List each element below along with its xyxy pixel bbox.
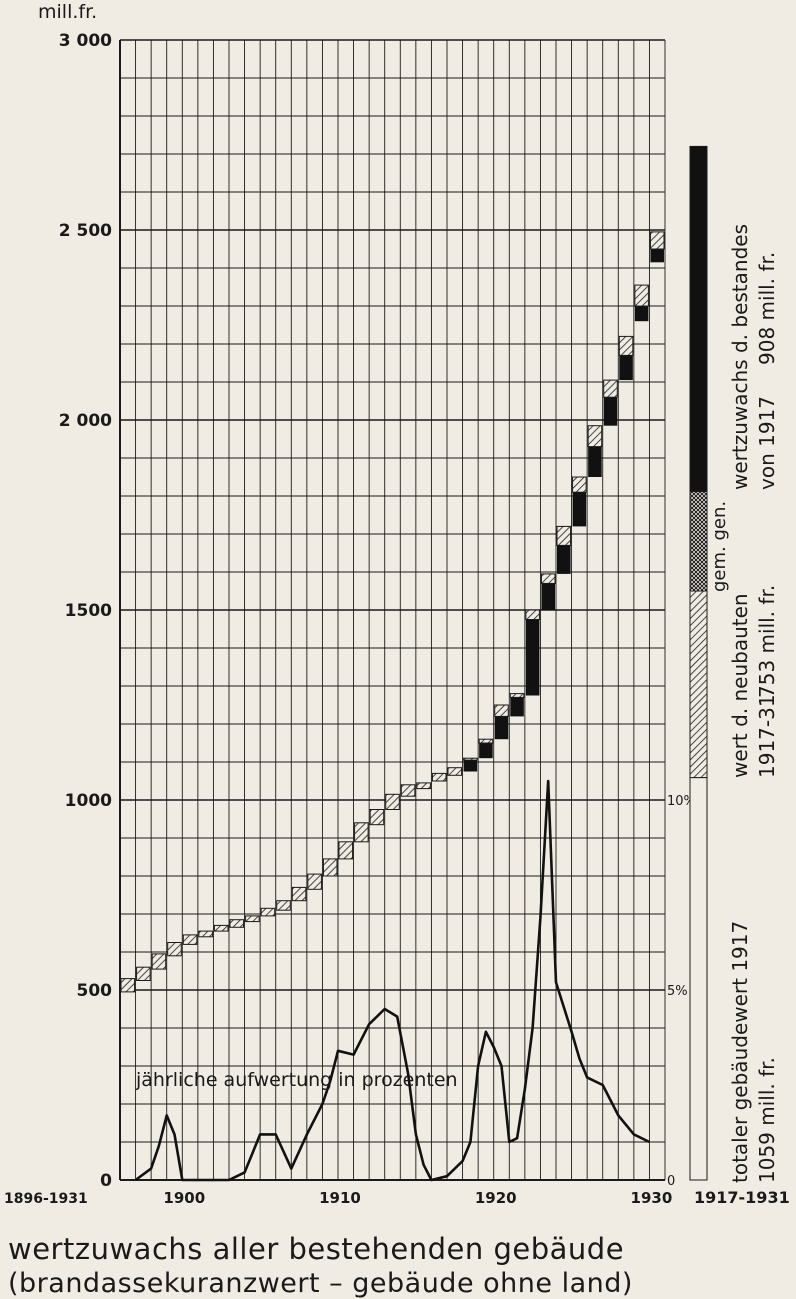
bar-new-buildings	[634, 284, 649, 307]
bar-revaluation	[463, 760, 478, 772]
bar-revaluation	[479, 743, 493, 759]
bar-new-buildings	[447, 767, 463, 776]
bar-new-buildings	[494, 704, 509, 717]
side-label-new-value: 753 mill. fr.	[755, 585, 779, 698]
bar-new-buildings	[120, 978, 136, 993]
bars	[120, 231, 665, 993]
y-tick-labels: 3 000 2 500 2 000 1500 1000 500 0	[59, 31, 112, 1191]
bar-new-buildings	[587, 425, 603, 448]
side-label-new-period: 1917-31	[755, 694, 779, 778]
x-range-label: 1896-1931	[4, 1191, 88, 1207]
bar-new-buildings	[354, 822, 369, 843]
bar-new-buildings	[385, 793, 400, 810]
x-tick-labels: 1900 1910 1920 1930	[163, 1189, 672, 1207]
y-tick-label: 3 000	[59, 31, 112, 51]
side-label-growth-value: 908 mill. fr.	[755, 252, 779, 365]
bar-revaluation	[541, 583, 555, 610]
bar-new-buildings	[136, 966, 151, 982]
bar-new-buildings	[556, 525, 572, 546]
bar-new-buildings	[307, 873, 322, 890]
x-tick-label: 1910	[319, 1189, 361, 1207]
bar-revaluation	[619, 355, 633, 381]
bar-new-buildings	[525, 609, 540, 620]
bar-new-buildings	[400, 784, 416, 797]
bar-new-buildings	[276, 900, 291, 911]
bar-new-buildings	[540, 573, 556, 584]
side-bar	[689, 145, 708, 1181]
y-tick-label: 1500	[65, 601, 112, 621]
bar-new-buildings	[369, 809, 385, 826]
bar-new-buildings	[198, 930, 213, 938]
grid	[119, 39, 666, 1181]
bar-new-buildings	[649, 231, 665, 250]
bar-revaluation	[572, 492, 587, 527]
side-label-common-name: gem. gen.	[709, 501, 730, 592]
bar-revaluation	[634, 306, 649, 322]
bar-new-buildings	[229, 919, 245, 928]
side-label-new-name: wert d. neubauten	[728, 593, 752, 778]
bar-new-buildings	[213, 924, 229, 932]
y-axis-label: mill.fr.	[38, 1, 97, 23]
y-tick-label: 2 500	[59, 221, 112, 241]
side-bar-segment	[689, 590, 708, 779]
percent-line	[134, 779, 650, 1182]
y-tick-label: 500	[77, 981, 113, 1001]
bar-revaluation	[510, 697, 524, 717]
percent-tick-label: 0	[667, 1174, 675, 1189]
bar-new-buildings	[463, 757, 478, 761]
bar-new-buildings	[291, 886, 307, 902]
x-tick-label: 1930	[631, 1189, 673, 1207]
bar-new-buildings	[338, 841, 354, 860]
bar-new-buildings	[572, 476, 587, 493]
bar-new-buildings	[416, 782, 431, 790]
y-tick-label: 0	[100, 1171, 112, 1191]
bar-new-buildings	[151, 953, 167, 970]
x-tick-label: 1900	[163, 1189, 205, 1207]
side-bar-segment	[689, 490, 708, 592]
chart: mill.fr. 3 000 2 500 2 000 1500 1000 500 0 190…	[4, 1, 790, 1207]
bar-revaluation	[603, 397, 618, 426]
bar-new-buildings	[431, 772, 447, 782]
side-label-growth-name: wertzuwachs d. bestandes	[728, 224, 752, 490]
bar-new-buildings	[245, 915, 260, 923]
percent-scale-labels: 10% 5% 0	[667, 794, 696, 1189]
side-label-growth-period: von 1917	[755, 396, 779, 490]
bar-revaluation	[557, 545, 571, 574]
side-label-total-name: totaler gebäudewert 1917	[728, 921, 752, 1183]
side-label-total-value: 1059 mill. fr.	[755, 1057, 779, 1183]
percent-tick-label: 10%	[667, 794, 696, 809]
percent-series	[134, 779, 650, 1182]
bar-new-buildings	[478, 738, 494, 744]
percent-series-label: jährliche aufwertung in prozenten	[135, 1069, 458, 1091]
bar-new-buildings	[182, 934, 198, 945]
bar-new-buildings	[322, 858, 338, 877]
side-bar-segment	[689, 145, 708, 492]
bar-new-buildings	[603, 379, 618, 398]
chart-subtitle: (brandassekuranzwert – gebäude ohne land…	[8, 1268, 633, 1299]
x-tick-label: 1920	[475, 1189, 517, 1207]
bar-new-buildings	[167, 942, 182, 957]
bar-revaluation	[650, 249, 664, 263]
side-bar-segment	[689, 777, 708, 1181]
chart-title: wertzuwachs aller bestehenden gebäude	[8, 1232, 625, 1266]
bar-new-buildings	[509, 693, 525, 698]
percent-tick-label: 5%	[667, 984, 688, 999]
bar-revaluation	[525, 619, 540, 696]
y-tick-label: 2 000	[59, 411, 112, 431]
y-tick-label: 1000	[65, 791, 112, 811]
bar-new-buildings	[260, 907, 276, 917]
bar-new-buildings	[618, 335, 634, 356]
side-bar-x-label: 1917-1931	[694, 1188, 790, 1207]
bar-revaluation	[494, 716, 509, 740]
bar-revaluation	[588, 446, 602, 477]
